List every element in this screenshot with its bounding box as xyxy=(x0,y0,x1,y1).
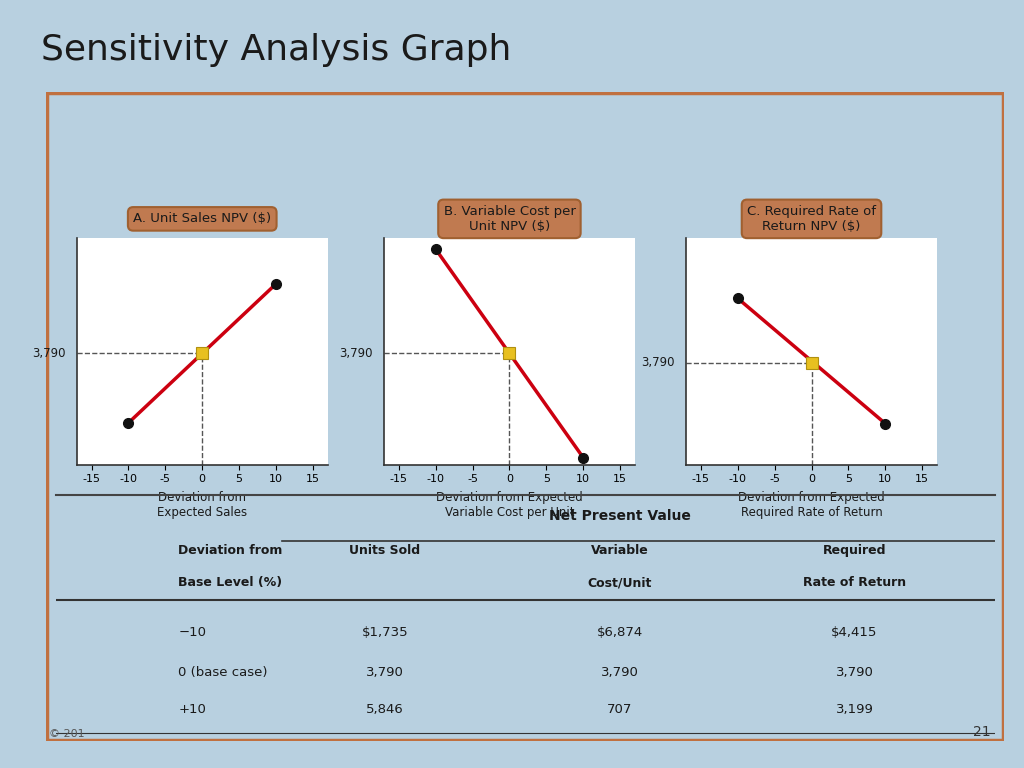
Text: © 201: © 201 xyxy=(49,729,85,739)
Text: Sensitivity Analysis Graph: Sensitivity Analysis Graph xyxy=(41,33,511,67)
Text: A. Unit Sales NPV ($): A. Unit Sales NPV ($) xyxy=(133,213,271,225)
Text: 3,790: 3,790 xyxy=(641,356,675,369)
Text: Rate of Return: Rate of Return xyxy=(803,577,906,590)
Text: Deviation from: Deviation from xyxy=(178,544,283,557)
X-axis label: Deviation from
Expected Sales: Deviation from Expected Sales xyxy=(157,492,248,519)
Text: 3,790: 3,790 xyxy=(601,666,639,679)
Text: +10: +10 xyxy=(178,703,206,717)
Text: 707: 707 xyxy=(607,703,633,717)
Text: B. Variable Cost per
Unit NPV ($): B. Variable Cost per Unit NPV ($) xyxy=(443,205,575,233)
Text: 3,790: 3,790 xyxy=(366,666,403,679)
Text: 3,790: 3,790 xyxy=(32,347,66,360)
Text: Base Level (%): Base Level (%) xyxy=(178,577,283,590)
Text: 3,199: 3,199 xyxy=(836,703,873,717)
Text: Cost/Unit: Cost/Unit xyxy=(588,577,652,590)
Text: 3,790: 3,790 xyxy=(339,347,373,360)
X-axis label: Deviation from Expected
Variable Cost per Unit: Deviation from Expected Variable Cost pe… xyxy=(436,492,583,519)
Text: $1,735: $1,735 xyxy=(361,626,409,639)
Text: Variable: Variable xyxy=(591,544,648,557)
Text: $6,874: $6,874 xyxy=(597,626,643,639)
Text: −10: −10 xyxy=(178,626,207,639)
Text: Required: Required xyxy=(822,544,886,557)
Text: C. Required Rate of
Return NPV ($): C. Required Rate of Return NPV ($) xyxy=(748,205,876,233)
Text: 5,846: 5,846 xyxy=(367,703,403,717)
X-axis label: Deviation from Expected
Required Rate of Return: Deviation from Expected Required Rate of… xyxy=(738,492,885,519)
Text: $4,415: $4,415 xyxy=(831,626,878,639)
Text: 3,790: 3,790 xyxy=(836,666,873,679)
Text: 0 (base case): 0 (base case) xyxy=(178,666,268,679)
Text: Net Present Value: Net Present Value xyxy=(549,508,690,522)
Text: Units Sold: Units Sold xyxy=(349,544,421,557)
Text: 21: 21 xyxy=(973,725,990,739)
